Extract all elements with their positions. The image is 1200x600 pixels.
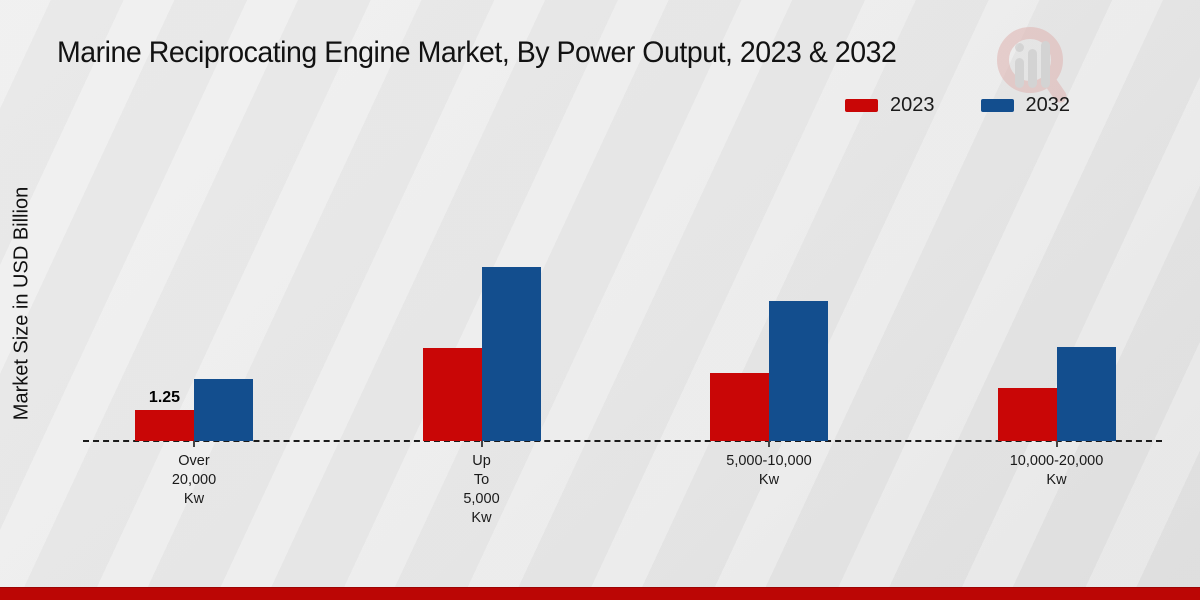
bar-2023-group-1 (422, 348, 482, 441)
bar-2032-group-1 (481, 267, 541, 441)
x-category-label-line: Kw (471, 510, 492, 526)
x-axis-tick (480, 441, 483, 447)
x-category-label-line: To (473, 472, 490, 488)
bar-2023-group-0 (135, 410, 194, 441)
x-axis-tick (193, 441, 195, 447)
legend-label-2032: 2032 (1025, 94, 1071, 116)
legend-swatch-2023 (845, 99, 878, 112)
x-category-label-line: 10,000-20,000 (1009, 453, 1104, 469)
bar-2023-group-2 (710, 372, 769, 441)
x-axis-baseline (83, 440, 1162, 442)
legend-label-2023: 2023 (890, 94, 935, 116)
x-category-label-line: Up (472, 453, 491, 469)
x-axis-tick (1055, 441, 1058, 447)
bar-value-label-2023-group-0: 1.25 (148, 389, 181, 406)
legend-item-2023: 2023 (845, 94, 935, 117)
x-category-label-0: Over 20,000 Kw (94, 452, 294, 509)
bar-2032-group-2 (769, 300, 828, 441)
bar-2032-group-3 (1056, 346, 1116, 441)
x-category-label-3: 10,000-20,000 Kw (957, 452, 1157, 490)
x-category-label-line: Kw (758, 472, 780, 488)
x-category-label-line: 5,000 (463, 491, 500, 507)
bar-2032-group-0 (194, 379, 253, 441)
x-category-label-line: 20,000 (171, 472, 217, 488)
footer-accent-band (0, 587, 1200, 600)
x-category-label-1: Up To 5,000 Kw (382, 452, 582, 528)
legend-swatch-2032 (980, 99, 1014, 112)
legend-item-2032: 2032 (980, 94, 1071, 117)
x-category-label-2: 5,000-10,000 Kw (669, 452, 869, 490)
x-category-label-line: Kw (183, 491, 205, 507)
chart-title: Marine Reciprocating Engine Market, By P… (57, 36, 897, 69)
legend: 2023 2032 (845, 94, 1070, 117)
brand-watermark-icon (997, 27, 1067, 103)
bar-2023-group-3 (997, 387, 1057, 441)
x-category-label-line: Over (178, 453, 210, 469)
x-category-label-line: Kw (1046, 472, 1067, 488)
x-axis-tick (768, 441, 770, 447)
x-category-label-line: 5,000-10,000 (726, 453, 812, 469)
